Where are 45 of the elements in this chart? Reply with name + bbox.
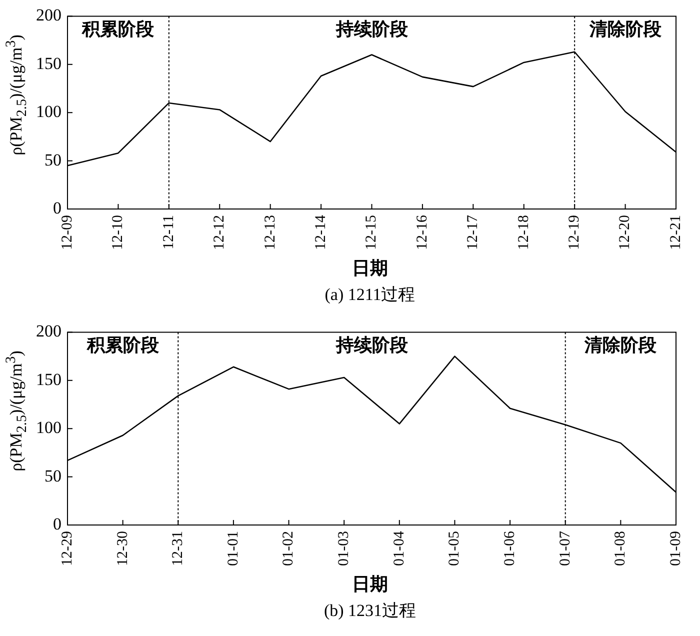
y-tick-label: 150 [36, 54, 62, 73]
x-tick-label: 12-10 [110, 215, 126, 250]
x-tick-label: 12-09 [59, 215, 76, 250]
x-tick-label: 12-21 [668, 215, 684, 250]
x-tick-label: 12-12 [212, 215, 228, 250]
y-tick-label: 0 [53, 198, 62, 218]
annotation: 清除阶段 [584, 334, 658, 356]
x-tick-label: 12-20 [617, 215, 634, 250]
y-tick-label: 100 [36, 418, 62, 438]
x-tick-label: 12-18 [516, 215, 532, 250]
x-tick-label: 12-11 [160, 215, 177, 250]
x-tick-label: 12-19 [566, 215, 583, 250]
x-tick-label: 01-01 [225, 531, 242, 566]
x-axis-title: 日期 [351, 257, 389, 280]
annotation: 持续阶段 [334, 18, 409, 40]
y-tick-label: 50 [44, 150, 62, 170]
x-tick-label: 12-13 [262, 215, 278, 250]
x-tick-label: 12-16 [414, 214, 430, 250]
y-tick-label: 200 [36, 322, 62, 341]
x-tick-label: 12-15 [364, 215, 380, 250]
x-tick-label: 12-31 [170, 531, 186, 566]
x-tick-label: 12-29 [59, 531, 76, 566]
x-axis-title: 日期 [351, 573, 389, 596]
text: (b) 1231过程 [322, 600, 418, 622]
y-tick-label: 150 [36, 370, 62, 389]
y-tick-label: 200 [36, 6, 62, 25]
y-tick-label: 50 [44, 466, 62, 486]
x-tick-label: 12-17 [465, 214, 482, 250]
x-tick-label: 01-03 [336, 531, 352, 566]
x-tick-label: 01-06 [502, 530, 518, 566]
y-tick-label: 100 [36, 102, 62, 122]
y-tick-label: 0 [53, 514, 62, 534]
annotation: 积累阶段 [86, 334, 160, 356]
x-tick-label: 01-07 [557, 530, 574, 566]
x-tick-label: 01-09 [668, 531, 684, 566]
x-tick-label: 01-04 [391, 530, 408, 566]
x-tick-label: 01-02 [280, 531, 297, 566]
x-tick-label: 01-05 [446, 531, 463, 566]
text: (a) 1211过程 [324, 284, 416, 306]
x-tick-label: 12-30 [114, 531, 131, 566]
annotation: 清除阶段 [588, 18, 662, 40]
annotation: 持续阶段 [334, 334, 409, 356]
x-tick-label: 01-08 [612, 531, 629, 566]
annotation: 积累阶段 [81, 18, 156, 40]
x-tick-label: 12-14 [312, 214, 329, 250]
